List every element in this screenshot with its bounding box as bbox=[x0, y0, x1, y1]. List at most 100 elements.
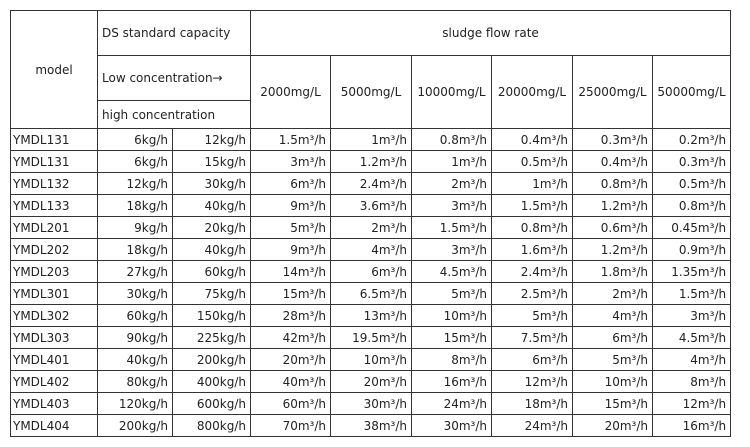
table-cell: YMDL131 bbox=[10, 128, 98, 151]
table-cell: 6m³/h bbox=[491, 348, 573, 371]
table-cell: 4.5m³/h bbox=[651, 326, 732, 349]
table-cell: 9kg/h bbox=[97, 216, 173, 239]
table-header: model DS standard capacity sludge flow r… bbox=[10, 10, 732, 129]
table-row: YMDL131 6kg/h 15kg/h 3m³/h 1.2m³/h 1m³/h 0.5m³… bbox=[10, 150, 732, 173]
table-cell: 12kg/h bbox=[97, 172, 173, 195]
table-cell: 40kg/h bbox=[172, 238, 251, 261]
table-cell: 20m³/h bbox=[250, 348, 331, 371]
table-cell: 4m³/h bbox=[651, 348, 732, 371]
table-cell: 4m³/h bbox=[572, 304, 653, 327]
table-cell: 16m³/h bbox=[651, 414, 732, 437]
table-row: YMDL402 80kg/h 400kg/h 40m³/h 20m³/h 16m³/h 12… bbox=[10, 370, 732, 393]
table-cell: 27kg/h bbox=[97, 260, 173, 283]
table-cell: YMDL301 bbox=[10, 282, 98, 305]
table-cell: 0.4m³/h bbox=[572, 150, 653, 173]
table-row: YMDL203 27kg/h 60kg/h 14m³/h 6m³/h 4.5m³/h 2.4… bbox=[10, 260, 732, 283]
table-cell: YMDL303 bbox=[10, 326, 98, 349]
table-cell: 4.5m³/h bbox=[411, 260, 492, 283]
table-cell: 200kg/h bbox=[172, 348, 251, 371]
table-row: YMDL133 18kg/h 40kg/h 9m³/h 3.6m³/h 3m³/h 1.5m… bbox=[10, 194, 732, 217]
table-cell: 3m³/h bbox=[411, 194, 492, 217]
table-cell: 2.4m³/h bbox=[330, 172, 412, 195]
table-cell: YMDL202 bbox=[10, 238, 98, 261]
header-cell: DS standard capacity bbox=[97, 10, 251, 56]
table-row: YMDL202 18kg/h 40kg/h 9m³/h 4m³/h 3m³/h 1.6m³/… bbox=[10, 238, 732, 261]
table-cell: 0.4m³/h bbox=[491, 128, 573, 151]
table-cell: YMDL403 bbox=[10, 392, 98, 415]
table-cell: 0.8m³/h bbox=[651, 194, 732, 217]
header-cell: 5000mg/L bbox=[330, 55, 412, 129]
header-cell: 20000mg/L bbox=[491, 55, 573, 129]
table-cell: 1m³/h bbox=[411, 150, 492, 173]
header-cell: 10000mg/L bbox=[411, 55, 492, 129]
table-cell: 2m³/h bbox=[411, 172, 492, 195]
table-cell: YMDL401 bbox=[10, 348, 98, 371]
table-cell: 3m³/h bbox=[651, 304, 732, 327]
table-cell: 3.6m³/h bbox=[330, 194, 412, 217]
table-cell: 6m³/h bbox=[330, 260, 412, 283]
table-row: YMDL303 90kg/h 225kg/h 42m³/h 19.5m³/h 15m³/h… bbox=[10, 326, 732, 349]
table-cell: 9m³/h bbox=[250, 238, 331, 261]
table-cell: 60m³/h bbox=[250, 392, 331, 415]
table-cell: 20m³/h bbox=[330, 370, 412, 393]
table-cell: 28m³/h bbox=[250, 304, 331, 327]
header-cell: high concentration bbox=[97, 100, 251, 129]
table-cell: 8m³/h bbox=[651, 370, 732, 393]
table-cell: 1.35m³/h bbox=[651, 260, 732, 283]
table-cell: 20m³/h bbox=[572, 414, 653, 437]
table-cell: 400kg/h bbox=[172, 370, 251, 393]
header-cell: 2000mg/L bbox=[250, 55, 331, 129]
table-cell: 12m³/h bbox=[651, 392, 732, 415]
table-cell: YMDL404 bbox=[10, 414, 98, 437]
table-cell: YMDL302 bbox=[10, 304, 98, 327]
table-cell: 15kg/h bbox=[172, 150, 251, 173]
table-row: YMDL401 40kg/h 200kg/h 20m³/h 10m³/h 8m³/h 6m³… bbox=[10, 348, 732, 371]
table-cell: YMDL133 bbox=[10, 194, 98, 217]
table-cell: 30m³/h bbox=[330, 392, 412, 415]
table-cell: 5m³/h bbox=[250, 216, 331, 239]
table-cell: 5m³/h bbox=[411, 282, 492, 305]
table-cell: 0.9m³/h bbox=[651, 238, 732, 261]
header-cell: Low concentration→ bbox=[97, 55, 251, 101]
table-cell: 8m³/h bbox=[411, 348, 492, 371]
table-cell: 30kg/h bbox=[97, 282, 173, 305]
table-cell: 0.3m³/h bbox=[651, 150, 732, 173]
table-body: YMDL131 6kg/h 12kg/h 1.5m³/h 1m³/h 0.8m³/h 0.4… bbox=[10, 128, 732, 437]
table-cell: YMDL201 bbox=[10, 216, 98, 239]
table-cell: 1.5m³/h bbox=[411, 216, 492, 239]
table-cell: 120kg/h bbox=[97, 392, 173, 415]
table-cell: 6kg/h bbox=[97, 150, 173, 173]
table-cell: 70m³/h bbox=[250, 414, 331, 437]
table-cell: 2.5m³/h bbox=[491, 282, 573, 305]
table-cell: 10m³/h bbox=[572, 370, 653, 393]
table-cell: 2m³/h bbox=[330, 216, 412, 239]
table-row: YMDL201 9kg/h 20kg/h 5m³/h 2m³/h 1.5m³/h 0.8m³… bbox=[10, 216, 732, 239]
table-row: YMDL403 120kg/h 600kg/h 60m³/h 30m³/h 24m³/h 1… bbox=[10, 392, 732, 415]
table-cell: 0.5m³/h bbox=[491, 150, 573, 173]
header-cell: 25000mg/L bbox=[572, 55, 653, 129]
table-row: YMDL302 60kg/h 150kg/h 28m³/h 13m³/h 10m³/h 5m… bbox=[10, 304, 732, 327]
table-cell: 800kg/h bbox=[172, 414, 251, 437]
table-cell: 38m³/h bbox=[330, 414, 412, 437]
table-cell: 1.2m³/h bbox=[330, 150, 412, 173]
table-cell: 30m³/h bbox=[411, 414, 492, 437]
table-cell: 12m³/h bbox=[491, 370, 573, 393]
table-cell: 2.4m³/h bbox=[491, 260, 573, 283]
table-cell: 19.5m³/h bbox=[330, 326, 412, 349]
table-cell: 42m³/h bbox=[250, 326, 331, 349]
header-cell: sludge flow rate bbox=[249, 10, 732, 56]
table-cell: 6.5m³/h bbox=[330, 282, 412, 305]
table-cell: 75kg/h bbox=[172, 282, 251, 305]
table-cell: 1.2m³/h bbox=[572, 238, 653, 261]
table-cell: 1m³/h bbox=[491, 172, 573, 195]
header-cell: model bbox=[10, 10, 98, 129]
table-cell: YMDL132 bbox=[10, 172, 98, 195]
table-cell: 3m³/h bbox=[250, 150, 331, 173]
table-cell: 18kg/h bbox=[97, 194, 173, 217]
table-cell: 15m³/h bbox=[250, 282, 331, 305]
table-cell: 0.8m³/h bbox=[491, 216, 573, 239]
table-cell: 18kg/h bbox=[97, 238, 173, 261]
table-row: YMDL131 6kg/h 12kg/h 1.5m³/h 1m³/h 0.8m³/h 0.4… bbox=[10, 128, 732, 151]
table-cell: 15m³/h bbox=[411, 326, 492, 349]
